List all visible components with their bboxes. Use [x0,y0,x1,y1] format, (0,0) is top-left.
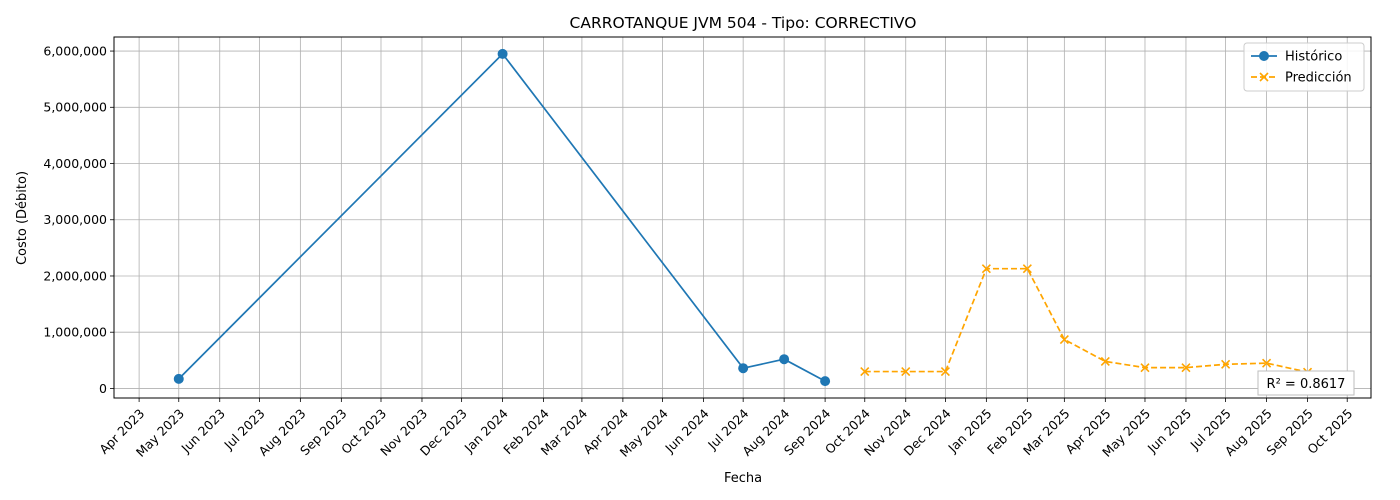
data-point [1140,363,1150,373]
y-tick-label: 2,000,000 [43,268,107,283]
series-prediccion [860,264,1313,377]
series-line [864,267,1308,373]
grid-lines [114,37,1371,398]
data-point [820,376,831,387]
data-point [901,367,911,377]
x-axis-title: Fecha [724,471,762,486]
data-point [981,264,991,274]
y-tick-label: 1,000,000 [43,325,107,340]
data-point [940,367,950,377]
y-tick-label: 6,000,000 [43,43,107,58]
legend-label: Histórico [1285,50,1342,65]
data-point [173,373,184,384]
data-point [1262,358,1272,368]
x-tick-label: Jun 2023 [178,406,228,456]
data-point [738,363,749,374]
y-tick-label: 5,000,000 [43,100,107,115]
data-point [1022,264,1032,274]
r2-annotation-text: R² = 0.8617 [1267,377,1346,392]
legend-frame [1243,42,1365,92]
y-axis-ticks: 0 1,000,000 2,000,000 3,000,000 4,000,000 5,0… [43,43,114,396]
chart-title: CARROTANQUE JVM 504 - Tipo: CORRECTIVO [570,14,917,32]
legend-marker [1259,51,1269,61]
data-point [860,367,870,377]
y-tick-label: 3,000,000 [43,212,107,227]
r2-annotation: R² = 0.8617 [1257,370,1355,396]
legend-label: Predicción [1285,71,1352,86]
y-axis-title: Costo (Débito) [15,171,30,265]
y-tick-label: 0 [99,381,107,396]
r2-annotation-box [1257,370,1355,396]
series-historico [173,48,831,387]
x-tick-label: Jun 2024 [661,406,711,456]
data-point [779,354,790,365]
plot-frame [113,36,1372,399]
y-tick-label: 4,000,000 [43,156,107,171]
legend: Histórico Predicción [1243,42,1365,92]
x-tick-label: Jun 2025 [1144,406,1194,456]
data-point [1100,356,1110,367]
data-point [497,48,508,59]
series-layer [173,48,1313,387]
data-point [1181,363,1191,373]
data-point [1221,359,1231,369]
data-point [1059,334,1069,345]
legend-marker [1259,72,1269,82]
